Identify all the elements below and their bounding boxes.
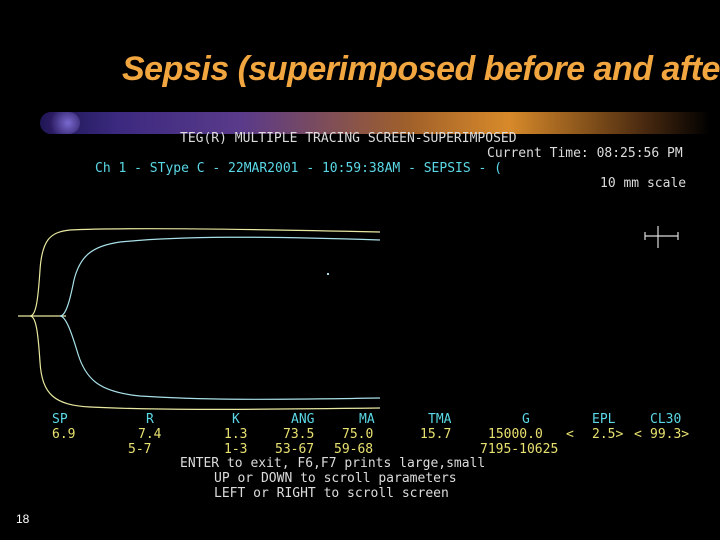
instruction-scroll-params: UP or DOWN to scroll parameters xyxy=(214,471,457,486)
param-value-epl: 2.5> xyxy=(592,427,624,442)
trace-after-upper xyxy=(59,236,381,317)
instruction-scroll-screen: LEFT or RIGHT to scroll screen xyxy=(214,486,449,501)
trace-marker xyxy=(327,273,329,275)
param-label-sp: SP xyxy=(52,412,68,427)
slide-number: 18 xyxy=(16,512,30,526)
param-value-ma: 75.0 xyxy=(342,427,374,442)
param-label-tma: TMA xyxy=(428,412,452,427)
param-value-sp: 6.9 xyxy=(52,427,76,442)
param-value-cl30-flag: < xyxy=(634,427,642,442)
param-label-ma: MA xyxy=(359,412,375,427)
param-range-ang: 53-67 xyxy=(275,442,315,457)
trace-after-lower xyxy=(59,315,381,400)
param-range-ma: 59-68 xyxy=(334,442,374,457)
param-value-g: 15000.0 xyxy=(488,427,543,442)
channel-info: Ch 1 - SType C - 22MAR2001 - 10:59:38AM … xyxy=(95,161,502,176)
param-value-k: 1.3 xyxy=(224,427,248,442)
param-range-r: 5-7 xyxy=(128,442,152,457)
param-value-r: 7.4 xyxy=(138,427,162,442)
instruction-exit-print: ENTER to exit, F6,F7 prints large,small xyxy=(180,456,486,471)
title-bar-decoration xyxy=(40,112,710,134)
scale-label: 10 mm scale xyxy=(600,176,687,191)
param-label-r: R xyxy=(146,412,154,427)
param-label-ang: ANG xyxy=(291,412,315,427)
param-range-g: 7195-10625 xyxy=(480,442,559,457)
param-value-ang: 73.5 xyxy=(283,427,315,442)
param-label-k: K xyxy=(232,412,240,427)
param-range-k: 1-3 xyxy=(224,442,248,457)
param-label-g: G xyxy=(522,412,530,427)
scale-crosshair-icon xyxy=(644,226,679,248)
slide-title: Sepsis (superimposed before and after) xyxy=(122,50,720,88)
trace-before-upper xyxy=(29,228,381,317)
screen-header: TEG(R) MULTIPLE TRACING SCREEN-SUPERIMPO… xyxy=(180,131,517,146)
current-time: Current Time: 08:25:56 PM xyxy=(487,146,683,161)
param-label-epl: EPL xyxy=(592,412,616,427)
trace-before-lower xyxy=(29,315,381,410)
param-value-g-flag: < xyxy=(566,427,574,442)
param-value-cl30: 99.3> xyxy=(650,427,690,442)
param-value-tma: 15.7 xyxy=(420,427,452,442)
param-label-cl30: CL30 xyxy=(650,412,682,427)
